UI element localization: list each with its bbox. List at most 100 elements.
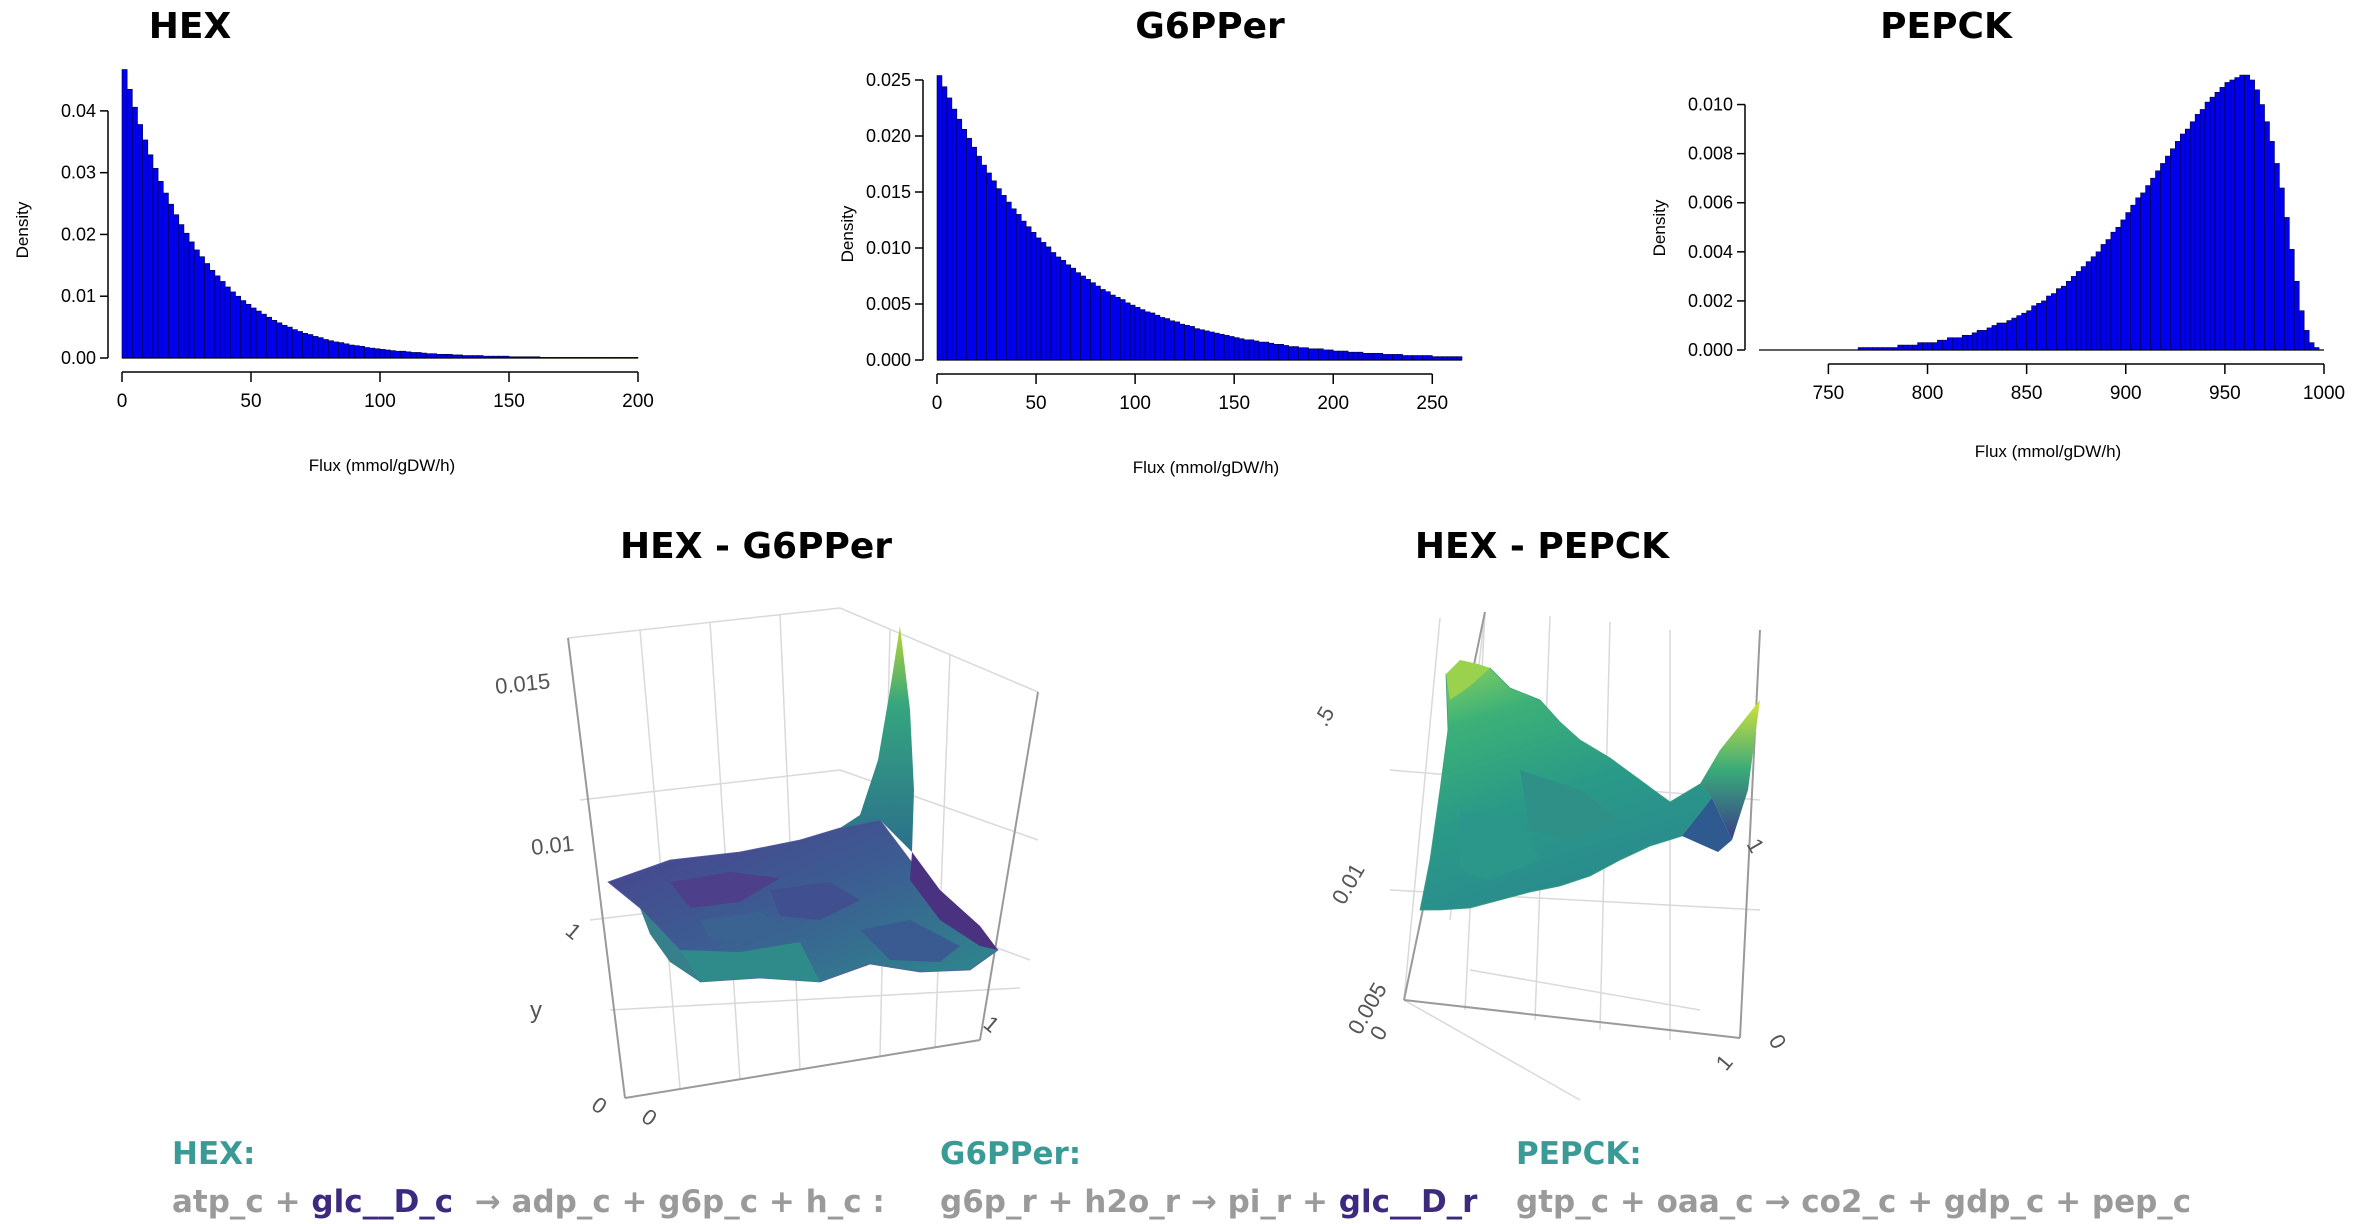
- histogram-bar: [1337, 350, 1344, 361]
- histogram-bar: [1214, 332, 1220, 361]
- box-axes: [567, 637, 1039, 1099]
- histogram-bar: [1976, 330, 1983, 351]
- histogram-bar: [996, 188, 1002, 361]
- histogram-bar: [1951, 337, 1958, 351]
- histogram-bar: [2274, 163, 2280, 351]
- histogram-bar: [1149, 312, 1156, 361]
- histogram-bar: [214, 275, 221, 359]
- z-tick-001: 0.01: [1327, 859, 1370, 909]
- histogram-bar: [1015, 214, 1022, 361]
- histogram-bar: [2130, 204, 2136, 351]
- bars: [121, 69, 639, 359]
- histogram-bar: [981, 164, 987, 361]
- histogram-bar: [1278, 344, 1284, 361]
- histogram-bar: [1233, 337, 1240, 361]
- histogram-bar: [1937, 339, 1943, 351]
- histogram-bar: [956, 118, 963, 361]
- histogram-bar: [1377, 352, 1384, 361]
- histogram-bar: [1228, 336, 1235, 361]
- origin-tick-b: 0: [587, 1092, 611, 1120]
- x-tick-label: 200: [1317, 393, 1349, 414]
- histogram-bar: [2219, 87, 2226, 351]
- histogram-bar: [2244, 74, 2250, 351]
- histogram-bar: [188, 241, 195, 359]
- histogram-bar: [2289, 249, 2295, 351]
- histogram-bar: [986, 172, 992, 361]
- histogram-bar: [2145, 185, 2151, 351]
- pepck-histogram-title: PEPCK: [1880, 6, 2012, 47]
- histogram-bar: [991, 180, 997, 361]
- histogram-bar: [1219, 333, 1225, 361]
- right-tick-0: 0: [1764, 1030, 1792, 1053]
- z-tick-5: .5: [1309, 702, 1340, 730]
- x-tick-1: 1: [979, 1011, 1004, 1038]
- origin-tick: 0: [1365, 1021, 1393, 1044]
- histogram-bar: [152, 168, 159, 359]
- histogram-bar: [121, 69, 128, 359]
- hex-g6pper-surface-title: HEX - G6PPer: [619, 526, 893, 567]
- histogram-bar: [2046, 295, 2052, 351]
- histogram-bar: [1947, 337, 1953, 351]
- histogram-bar: [255, 310, 262, 359]
- bars: [936, 75, 1463, 361]
- histogram-bar: [1971, 332, 1978, 351]
- histogram-bar: [2056, 288, 2062, 351]
- histogram-bar: [261, 313, 267, 359]
- histogram-bar: [1407, 355, 1413, 361]
- histogram-bar: [1080, 275, 1086, 361]
- histogram-bar: [364, 347, 370, 359]
- histogram-bar: [2026, 310, 2032, 351]
- histogram-bar: [1303, 347, 1309, 361]
- bars: [1857, 74, 2320, 351]
- histogram-bar: [976, 155, 982, 361]
- histogram-bar: [1298, 347, 1304, 361]
- y-tick-label: 0.01: [61, 286, 96, 306]
- histogram-bar: [1248, 339, 1255, 361]
- histogram-bar: [2036, 303, 2042, 351]
- histogram-bar: [2214, 91, 2221, 351]
- histogram-bar: [1070, 267, 1076, 361]
- histogram-bar: [1966, 334, 1973, 351]
- histogram-bar: [1253, 340, 1260, 361]
- histogram-bar: [2051, 293, 2057, 351]
- histogram-bar: [1991, 325, 1998, 351]
- g6pper-histogram-title: G6PPer: [1135, 6, 1285, 47]
- histogram-bar: [1040, 242, 1047, 361]
- histogram-bar: [961, 128, 968, 361]
- histogram-bar: [1065, 264, 1072, 361]
- histogram-bar: [2110, 231, 2117, 351]
- histogram-bar: [2140, 192, 2146, 351]
- histogram-bar: [302, 332, 309, 359]
- histogram-bar: [1090, 282, 1096, 361]
- histogram-bar: [1912, 344, 1918, 351]
- y-tick-label: 0.002: [1688, 291, 1733, 311]
- x-tick-label: 150: [1218, 393, 1250, 414]
- x-tick-label: 850: [2011, 383, 2043, 404]
- histogram-bar: [1422, 355, 1428, 361]
- histogram-bar: [1189, 326, 1195, 361]
- histogram-bar: [1332, 350, 1339, 361]
- histogram-bar: [2303, 330, 2310, 351]
- histogram-bar: [1897, 344, 1904, 351]
- histogram-bar: [2184, 128, 2191, 351]
- histogram-bar: [333, 341, 340, 359]
- histogram-bar: [1352, 351, 1359, 361]
- histogram-bar: [2179, 133, 2186, 351]
- histogram-bar: [936, 75, 943, 361]
- histogram-bar: [1144, 311, 1151, 361]
- equation-part-highlight: glc__D_c: [311, 1184, 454, 1220]
- y-tick-label: 0.020: [866, 126, 911, 146]
- histogram-bar: [291, 329, 298, 359]
- histogram-bar: [1283, 345, 1289, 361]
- pepck-flux-xlabel: Flux (mmol/gDW/h): [1975, 442, 2121, 461]
- histogram-bar: [2080, 266, 2087, 351]
- histogram-bar: [2239, 74, 2246, 351]
- histogram-bar: [204, 263, 211, 359]
- histogram-bar: [1139, 309, 1146, 361]
- right-tick-1: 1: [1742, 834, 1770, 857]
- histogram-bar: [2090, 256, 2097, 351]
- histogram-bar: [1263, 341, 1270, 361]
- histogram-bar: [1179, 323, 1185, 361]
- histogram-bar: [2308, 342, 2315, 351]
- histogram-bar: [431, 353, 438, 359]
